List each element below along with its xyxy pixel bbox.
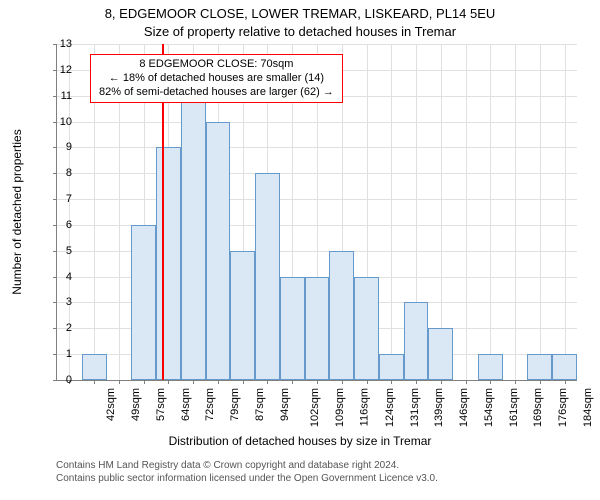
gridline-v <box>540 44 541 380</box>
xtick-label: 64sqm <box>180 388 192 421</box>
xtick-mark <box>515 380 516 384</box>
xtick-mark <box>540 380 541 384</box>
xtick-label: 139sqm <box>433 388 445 427</box>
ytick-label: 8 <box>52 167 72 179</box>
annotation-line3: 82% of semi-detached houses are larger (… <box>99 86 334 100</box>
xtick-mark <box>416 380 417 384</box>
ytick-label: 1 <box>52 348 72 360</box>
attribution-line2: Contains public sector information licen… <box>56 473 438 486</box>
histogram-bar <box>280 277 305 380</box>
histogram-bar <box>379 354 404 380</box>
xtick-label: 124sqm <box>384 388 396 427</box>
annotation-line1: 8 EDGEMOOR CLOSE: 70sqm <box>99 58 334 72</box>
histogram-bar <box>552 354 577 380</box>
histogram-bar <box>428 328 453 380</box>
ytick-label: 9 <box>52 141 72 153</box>
gridline-v <box>466 44 467 380</box>
xtick-mark <box>218 380 219 384</box>
xtick-mark <box>292 380 293 384</box>
ytick-label: 7 <box>52 193 72 205</box>
histogram-bar <box>255 173 280 380</box>
xtick-mark <box>119 380 120 384</box>
histogram-bar <box>478 354 503 380</box>
gridline-v <box>515 44 516 380</box>
ytick-label: 12 <box>52 64 72 76</box>
attribution-line1: Contains HM Land Registry data © Crown c… <box>56 460 438 473</box>
title-main: 8, EDGEMOOR CLOSE, LOWER TREMAR, LISKEAR… <box>0 6 600 21</box>
xtick-label: 161sqm <box>508 388 520 427</box>
xtick-label: 146sqm <box>458 388 470 427</box>
xtick-label: 72sqm <box>204 388 216 421</box>
xtick-label: 176sqm <box>557 388 569 427</box>
ytick-label: 0 <box>52 374 72 386</box>
xtick-mark <box>466 380 467 384</box>
x-axis-label: Distribution of detached houses by size … <box>0 434 600 448</box>
histogram-bar <box>230 251 255 380</box>
ytick-label: 13 <box>52 38 72 50</box>
xtick-mark <box>243 380 244 384</box>
gridline-v <box>391 44 392 380</box>
xtick-label: 57sqm <box>155 388 167 421</box>
ytick-label: 3 <box>52 296 72 308</box>
xtick-label: 94sqm <box>279 388 291 421</box>
gridline-v <box>565 44 566 380</box>
histogram-bar <box>404 302 429 380</box>
histogram-bar <box>206 122 231 380</box>
attribution: Contains HM Land Registry data © Crown c… <box>56 460 438 485</box>
xtick-label: 49sqm <box>130 388 142 421</box>
xtick-mark <box>317 380 318 384</box>
xtick-mark <box>94 380 95 384</box>
xtick-mark <box>391 380 392 384</box>
xtick-label: 42sqm <box>105 388 117 421</box>
marker-annotation: 8 EDGEMOOR CLOSE: 70sqm ← 18% of detache… <box>90 54 343 103</box>
xtick-label: 169sqm <box>532 388 544 427</box>
ytick-label: 4 <box>52 271 72 283</box>
histogram-bar <box>156 147 181 380</box>
ytick-label: 2 <box>52 322 72 334</box>
xtick-mark <box>267 380 268 384</box>
xtick-label: 109sqm <box>334 388 346 427</box>
y-axis-label: Number of detached properties <box>10 129 24 294</box>
xtick-label: 184sqm <box>582 388 594 427</box>
title-sub: Size of property relative to detached ho… <box>0 24 600 39</box>
ytick-label: 10 <box>52 116 72 128</box>
xtick-mark <box>144 380 145 384</box>
xtick-mark <box>441 380 442 384</box>
ytick-label: 11 <box>52 90 72 102</box>
xtick-mark <box>193 380 194 384</box>
annotation-line2: ← 18% of detached houses are smaller (14… <box>99 72 334 86</box>
xtick-label: 79sqm <box>229 388 241 421</box>
histogram-bar <box>82 354 107 380</box>
chart-container: 8, EDGEMOOR CLOSE, LOWER TREMAR, LISKEAR… <box>0 0 600 500</box>
histogram-bar <box>354 277 379 380</box>
xtick-mark <box>168 380 169 384</box>
ytick-label: 6 <box>52 219 72 231</box>
xtick-label: 102sqm <box>310 388 322 427</box>
xtick-label: 131sqm <box>409 388 421 427</box>
xtick-label: 87sqm <box>254 388 266 421</box>
histogram-bar <box>329 251 354 380</box>
ytick-label: 5 <box>52 245 72 257</box>
histogram-bar <box>527 354 552 380</box>
xtick-mark <box>565 380 566 384</box>
histogram-bar <box>181 96 206 380</box>
xtick-mark <box>342 380 343 384</box>
xtick-label: 116sqm <box>358 388 370 426</box>
xtick-label: 154sqm <box>483 388 495 427</box>
xtick-mark <box>367 380 368 384</box>
histogram-bar <box>131 225 156 380</box>
histogram-bar <box>305 277 330 380</box>
gridline-v <box>490 44 491 380</box>
xtick-mark <box>490 380 491 384</box>
